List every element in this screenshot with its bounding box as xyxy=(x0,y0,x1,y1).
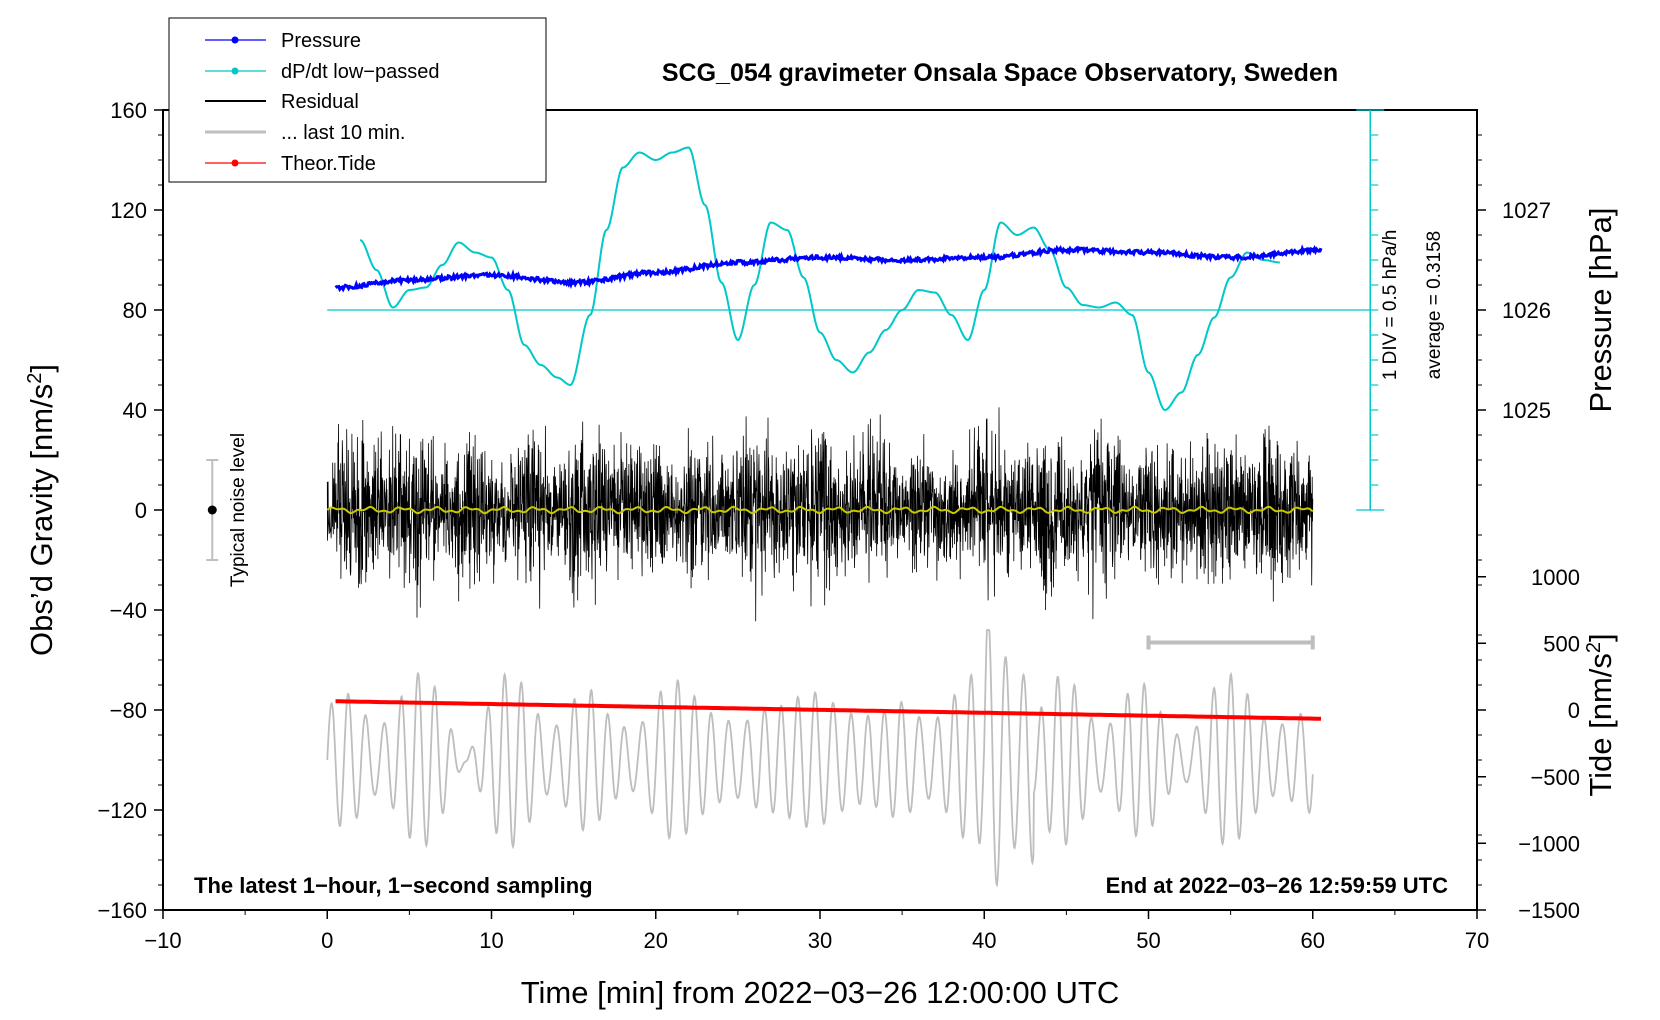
noise-level-label: Typical noise level xyxy=(228,433,249,587)
y-tick-label: −160 xyxy=(97,898,147,923)
legend: Pressure dP/dt low−passed Residual ... l… xyxy=(168,17,547,183)
annotation-end: End at 2022−03−26 12:59:59 UTC xyxy=(1106,873,1449,898)
tide-tick-label: 500 xyxy=(1543,631,1580,656)
x-tick-label: 60 xyxy=(1301,928,1325,953)
pressure-axis-title: Pressure [hPa] xyxy=(1583,207,1618,412)
x-tick-label: 40 xyxy=(972,928,996,953)
y-tick-label: 160 xyxy=(110,98,147,123)
dpdt-series xyxy=(359,146,1280,412)
legend-residual-label: Residual xyxy=(281,91,359,113)
residual-smoothed-series xyxy=(326,505,1314,515)
legend-tide-dot xyxy=(231,159,239,167)
legend-dpdt-label: dP/dt low−passed xyxy=(281,61,439,83)
dpdt-scale-axis xyxy=(1356,109,1385,511)
dpdt-line xyxy=(359,146,1280,412)
y-tick-label: 40 xyxy=(123,398,147,423)
tide-axis-ticks: −1500 −1000 −500 0 500 1000 xyxy=(1477,565,1580,923)
last10-series xyxy=(326,629,1314,888)
theor-tide-line xyxy=(335,699,1322,721)
last10-range-bar xyxy=(1146,635,1315,650)
y-tick-label: 0 xyxy=(135,498,147,523)
residual-line xyxy=(326,407,1314,622)
x-tick-label: −10 xyxy=(144,928,181,953)
noise-bar-dot xyxy=(207,505,217,515)
legend-pressure-label: Pressure xyxy=(281,30,361,52)
legend-item-dpdt: dP/dt low−passed xyxy=(205,61,439,83)
tide-tick-label: −1000 xyxy=(1518,831,1580,856)
y-tick-label: −40 xyxy=(110,598,147,623)
pressure-tick-label: 1026 xyxy=(1502,298,1551,323)
residual-series xyxy=(326,407,1314,622)
last10-line xyxy=(326,629,1314,888)
tide-axis-title: Tide [nm/s2] xyxy=(1583,633,1618,796)
tide-tick-label: −500 xyxy=(1530,765,1580,790)
y-tick-label: −120 xyxy=(97,798,147,823)
legend-item-pressure: Pressure xyxy=(205,30,361,52)
legend-last10-label: ... last 10 min. xyxy=(281,122,406,144)
x-tick-label: 0 xyxy=(321,928,333,953)
x-tick-label: 50 xyxy=(1136,928,1160,953)
pressure-line xyxy=(334,244,1323,293)
legend-tide-label: Theor.Tide xyxy=(281,153,376,175)
chart-title: SCG_054 gravimeter Onsala Space Observat… xyxy=(662,59,1338,87)
y-tick-label: 120 xyxy=(110,198,147,223)
x-tick-label: 20 xyxy=(644,928,668,953)
x-tick-label: 30 xyxy=(808,928,832,953)
pressure-axis-ticks: 1025 1026 1027 xyxy=(1477,198,1551,423)
y-tick-label: −80 xyxy=(110,698,147,723)
dpdt-div-label: 1 DIV = 0.5 hPa/h xyxy=(1380,230,1401,381)
legend-dpdt-dot xyxy=(231,67,239,75)
tide-tick-label: 0 xyxy=(1568,698,1580,723)
theor-tide-series xyxy=(335,699,1322,721)
tide-tick-label: 1000 xyxy=(1531,565,1580,590)
x-tick-label: 70 xyxy=(1465,928,1489,953)
noise-level-bar xyxy=(206,459,219,561)
tide-tick-label: −1500 xyxy=(1518,898,1580,923)
x-tick-label: 10 xyxy=(479,928,503,953)
y-axis-title: Obs’d Gravity [nm/s2] xyxy=(24,364,59,656)
pressure-series xyxy=(334,244,1323,293)
legend-item-last10: ... last 10 min. xyxy=(205,122,406,144)
y-axis-ticks: −160 −120 −80 −40 0 40 80 120 160 xyxy=(97,98,1482,923)
pressure-tick-label: 1027 xyxy=(1502,198,1551,223)
dpdt-avg-label: average = 0.3158 xyxy=(1424,231,1445,379)
legend-pressure-dot xyxy=(231,36,239,44)
residual-smoothed-line xyxy=(326,505,1314,515)
legend-item-residual: Residual xyxy=(205,91,359,113)
annotation-latest: The latest 1−hour, 1−second sampling xyxy=(194,873,593,898)
y-tick-label: 80 xyxy=(123,298,147,323)
legend-item-tide: Theor.Tide xyxy=(205,153,376,175)
pressure-tick-label: 1025 xyxy=(1502,398,1551,423)
x-axis-title: Time [min] from 2022−03−26 12:00:00 UTC xyxy=(521,975,1120,1010)
x-axis-ticks: −10 0 10 20 30 40 50 60 70 xyxy=(144,910,1489,953)
